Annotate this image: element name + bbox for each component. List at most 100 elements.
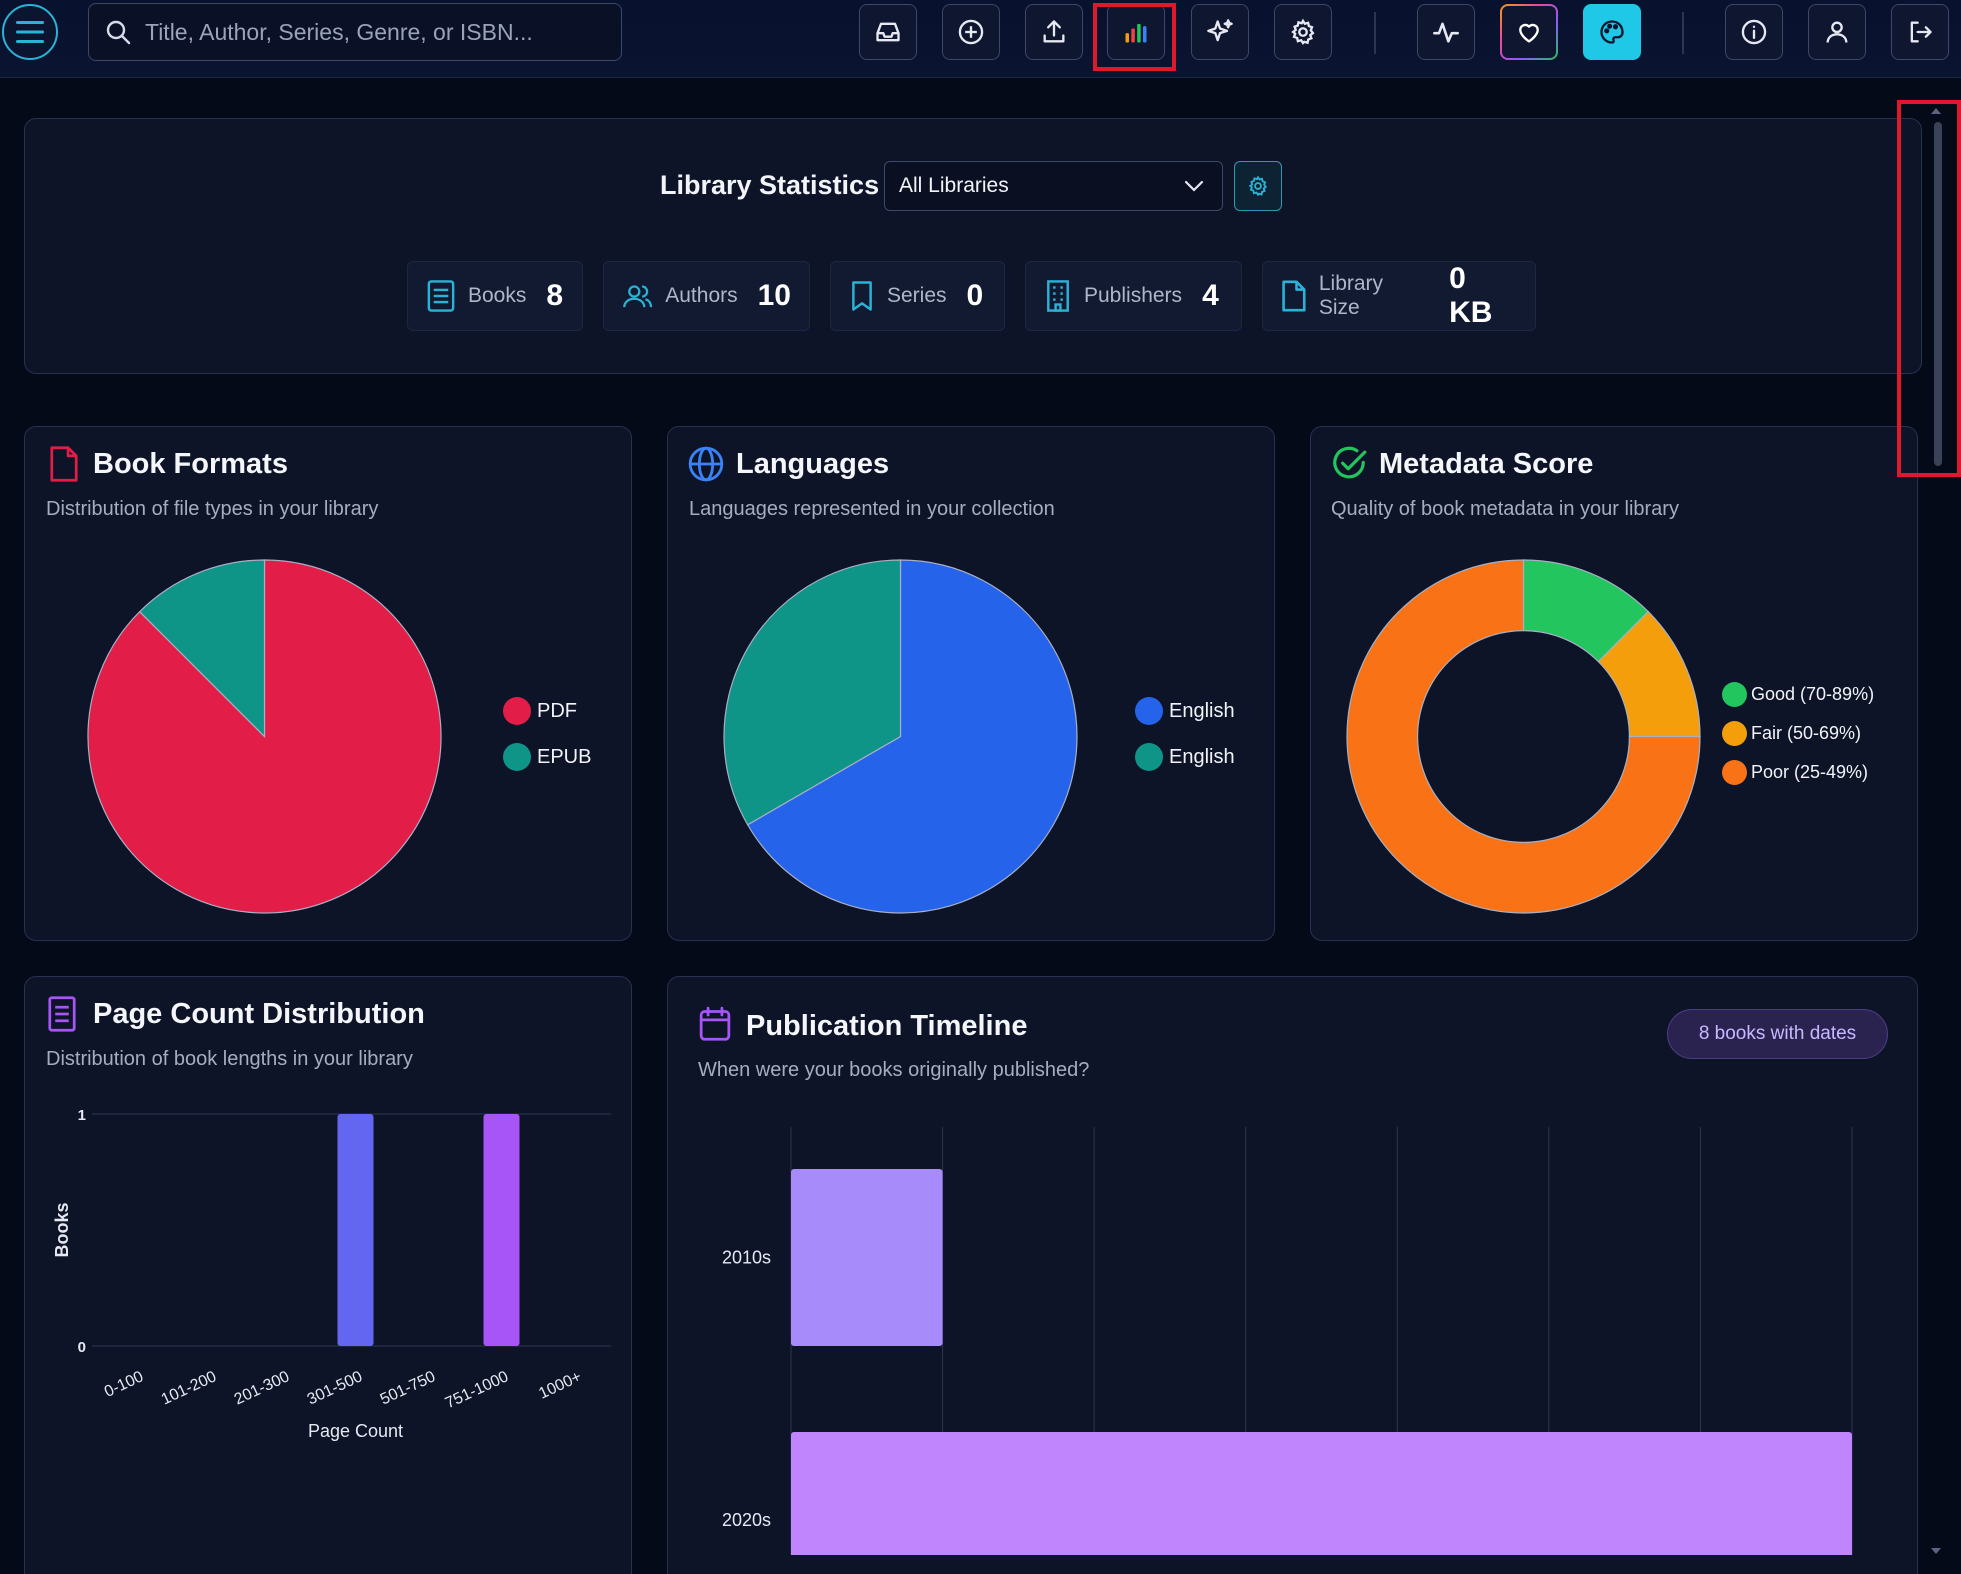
bar-751-1000[interactable] xyxy=(483,1114,520,1346)
stat-value: 0 xyxy=(966,279,984,312)
stat-value: 0 KB xyxy=(1449,262,1493,329)
calendar-icon xyxy=(699,1006,731,1041)
legend-label: EPUB xyxy=(537,745,592,768)
library-statistics-card xyxy=(24,118,1922,374)
scrollbar[interactable] xyxy=(1928,106,1944,1556)
metadata-score-title: Metadata Score xyxy=(1379,448,1594,480)
search-input[interactable] xyxy=(145,18,585,46)
inbox-button[interactable] xyxy=(859,4,917,60)
library-select-value: All Libraries xyxy=(899,174,1009,197)
languages-title: Languages xyxy=(736,448,890,480)
metadata-score-donut xyxy=(1346,559,1701,914)
legend-label: Good (70-89%) xyxy=(1751,684,1875,704)
y-tick-label: 1 xyxy=(78,1107,86,1124)
gear-icon xyxy=(1291,18,1315,45)
page-count-bar-chart: 1 0 0-100 101-200 201-300 301-500 501-750 751-1… xyxy=(52,1107,611,1441)
legend-label: Poor (25-49%) xyxy=(1751,762,1869,782)
page-count-card xyxy=(24,976,632,1574)
stat-books: Books 8 xyxy=(407,261,583,331)
legend-item: Poor (25-49%) xyxy=(1722,753,1874,792)
page-count-title: Page Count Distribution xyxy=(93,998,425,1030)
y-tick-label: 2020s xyxy=(722,1510,771,1530)
toolbar-divider xyxy=(1374,12,1376,54)
y-tick-label: 0 xyxy=(78,1339,86,1356)
pie-slice-3[interactable] xyxy=(1346,559,1701,914)
bar-2020s[interactable] xyxy=(791,1432,1852,1555)
menu-button[interactable] xyxy=(2,4,58,60)
file-icon xyxy=(50,446,78,482)
about-button[interactable] xyxy=(1725,4,1783,60)
book-list-icon xyxy=(48,996,76,1032)
legend-item: Fair (50-69%) xyxy=(1722,714,1874,753)
x-tick-label: 0-100 xyxy=(102,1368,146,1401)
user-icon xyxy=(1826,21,1848,43)
file-icon xyxy=(1282,280,1306,312)
legend-item: English xyxy=(1135,734,1235,780)
publication-timeline-chart: 2010s 2020s xyxy=(722,1127,1853,1555)
chevron-down-icon xyxy=(1184,180,1204,192)
logout-button[interactable] xyxy=(1891,4,1949,60)
support-button[interactable] xyxy=(1500,4,1558,60)
languages-subtitle: Languages represented in your collection xyxy=(689,498,1055,520)
magic-button[interactable] xyxy=(1191,4,1249,60)
palette-icon xyxy=(1600,20,1624,44)
legend-swatch xyxy=(1135,743,1163,771)
publication-timeline-title: Publication Timeline xyxy=(746,1010,1028,1042)
activity-button[interactable] xyxy=(1417,4,1475,60)
top-bar xyxy=(0,0,1961,78)
stat-label: Publishers xyxy=(1084,284,1183,307)
legend-swatch xyxy=(503,743,531,771)
library-settings-button[interactable] xyxy=(1234,161,1282,211)
y-tick-label: 2010s xyxy=(722,1248,771,1268)
stat-label: Series xyxy=(887,284,947,307)
stat-label: Books xyxy=(468,284,527,307)
books-with-dates-badge: 8 books with dates xyxy=(1667,1009,1888,1059)
info-icon xyxy=(1741,19,1767,45)
page-title: Library Statistics xyxy=(660,170,880,200)
stat-value: 8 xyxy=(546,279,564,312)
legend-item: Good (70-89%) xyxy=(1722,675,1874,714)
legend-label: English xyxy=(1169,745,1235,768)
toolbar-divider xyxy=(1682,12,1684,54)
users-icon xyxy=(623,285,653,308)
plus-circle-icon xyxy=(958,19,984,45)
legend-swatch xyxy=(1135,697,1163,725)
profile-button[interactable] xyxy=(1808,4,1866,60)
x-tick-label: 1000+ xyxy=(536,1368,584,1402)
add-book-button[interactable] xyxy=(942,4,1000,60)
heart-icon xyxy=(1519,23,1539,43)
statistics-button[interactable] xyxy=(1107,4,1165,60)
upload-button[interactable] xyxy=(1025,4,1083,60)
x-tick-label: 201-300 xyxy=(232,1368,292,1408)
scrollbar-thumb[interactable] xyxy=(1934,122,1942,466)
book-formats-subtitle: Distribution of file types in your libra… xyxy=(46,498,379,520)
bar-chart-icon xyxy=(1125,23,1147,43)
legend-item: EPUB xyxy=(503,734,591,780)
stat-authors: Authors 10 xyxy=(603,261,810,331)
stat-label: Authors xyxy=(665,284,738,307)
bar-301-500[interactable] xyxy=(337,1114,374,1346)
book-formats-title: Book Formats xyxy=(93,448,288,480)
legend-item: English xyxy=(1135,688,1235,734)
pie-slice-2[interactable] xyxy=(138,559,266,738)
bookmark-icon xyxy=(852,281,872,311)
legend-swatch xyxy=(1722,682,1747,707)
x-tick-label: 301-500 xyxy=(305,1368,365,1408)
languages-pie xyxy=(723,559,1078,914)
stat-label: Library Size xyxy=(1318,272,1384,319)
x-axis-label: Page Count xyxy=(308,1421,403,1441)
stat-value: 4 xyxy=(1202,279,1219,312)
book-list-icon xyxy=(427,280,455,312)
search-box[interactable] xyxy=(88,3,622,61)
legend-item: PDF xyxy=(503,688,591,734)
library-select[interactable]: All Libraries xyxy=(884,161,1223,211)
languages-legend: English English xyxy=(1135,688,1235,780)
bar-2010s[interactable] xyxy=(791,1169,943,1346)
stat-library-size: Library Size 0 KB xyxy=(1262,261,1536,331)
pie-slice-2[interactable] xyxy=(723,559,902,826)
settings-button[interactable] xyxy=(1274,4,1332,60)
pie-slice-1[interactable] xyxy=(746,559,1078,914)
book-formats-pie xyxy=(87,559,442,914)
legend-label: PDF xyxy=(537,699,577,722)
theme-button[interactable] xyxy=(1583,4,1641,60)
